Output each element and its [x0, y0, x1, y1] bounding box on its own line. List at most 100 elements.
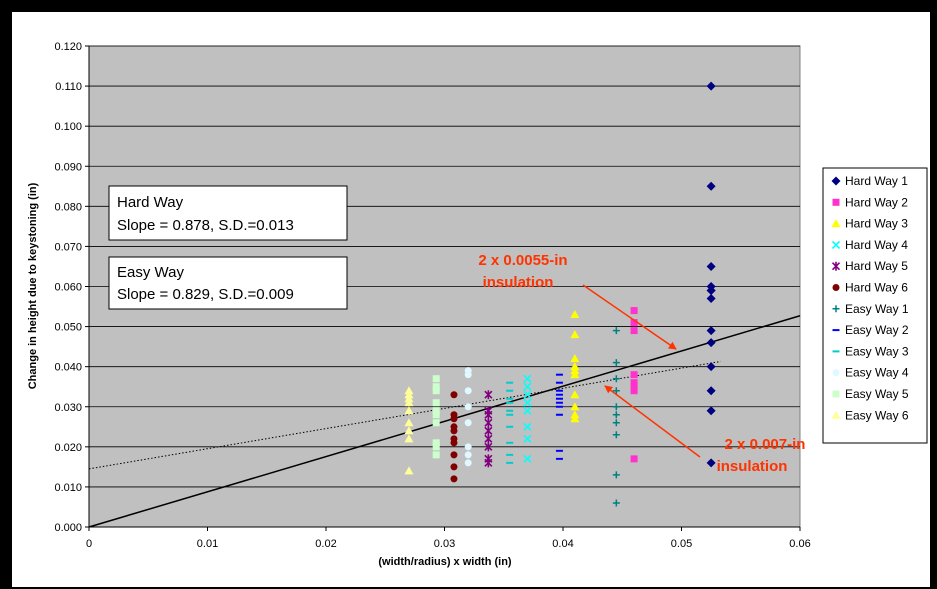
- data-point: [484, 442, 493, 452]
- data-point: [404, 386, 414, 395]
- data-point: [706, 406, 716, 416]
- data-point: [484, 410, 493, 420]
- legend-label: Hard Way 5: [845, 259, 908, 273]
- y-tick-label: 0.060: [54, 282, 82, 294]
- data-point: [464, 371, 472, 379]
- data-point: [432, 375, 440, 383]
- data-point: [432, 383, 440, 391]
- data-point: [612, 471, 620, 479]
- legend-label: Easy Way 2: [845, 323, 909, 337]
- data-point: [612, 499, 620, 507]
- x-tick-label: 0.04: [552, 538, 573, 550]
- data-point: [404, 390, 414, 399]
- arrow-007: [604, 385, 701, 458]
- data-point: [450, 439, 458, 447]
- series-hard-way-1: [706, 81, 716, 468]
- data-point: [484, 390, 493, 400]
- data-point: [450, 475, 458, 483]
- legend-label: Easy Way 5: [845, 387, 909, 401]
- series-easy-way-1: [612, 327, 620, 507]
- data-point: [464, 443, 472, 451]
- y-tick-label: 0.000: [54, 522, 82, 534]
- data-point: [484, 418, 493, 428]
- data-point: [630, 379, 638, 387]
- data-point: [484, 426, 493, 436]
- data-point: [570, 310, 580, 319]
- data-point: [630, 371, 638, 379]
- data-point: [612, 375, 620, 383]
- data-point: [706, 326, 716, 336]
- data-point: [570, 366, 580, 375]
- data-point: [432, 399, 440, 407]
- data-point: [523, 390, 532, 399]
- data-point: [523, 398, 532, 407]
- y-tick-label: 0.030: [54, 402, 82, 414]
- data-point: [432, 387, 440, 395]
- legend-label: Easy Way 3: [845, 344, 909, 358]
- data-point: [630, 319, 638, 327]
- x-tick-label: 0.02: [315, 538, 336, 550]
- x-tick-label: 0.05: [671, 538, 692, 550]
- hard-way-slope: Slope = 0.878, S.D.=0.013: [117, 217, 294, 234]
- data-point: [706, 458, 716, 468]
- legend-marker: [832, 284, 840, 291]
- legend-marker: [832, 198, 840, 206]
- callout-007-line2: insulation: [717, 458, 788, 475]
- data-point: [706, 294, 716, 304]
- data-point: [612, 359, 620, 367]
- data-point: [706, 181, 716, 191]
- y-axis-label: Change in height due to keystoning (in): [27, 182, 39, 389]
- data-point: [450, 391, 458, 399]
- legend-label: Easy Way 6: [845, 408, 909, 422]
- data-point: [484, 434, 493, 444]
- data-point: [404, 426, 414, 435]
- series-easy-way-6: [404, 386, 414, 475]
- legend-marker: [831, 240, 841, 249]
- legend-label: Hard Way 4: [845, 238, 908, 252]
- legend-label: Hard Way 3: [845, 217, 908, 231]
- easy-way-annotation: Easy Way Slope = 0.829, S.D.=0.009: [108, 256, 348, 310]
- callout-007-line1: 2 x 0.007-in: [725, 436, 806, 453]
- data-points: [404, 81, 716, 507]
- data-point: [432, 451, 440, 459]
- legend: Hard Way 1 Hard Way 2 Hard Way 3 Hard Way 4…: [822, 167, 928, 444]
- data-point: [432, 419, 440, 427]
- data-point: [570, 390, 580, 399]
- data-point: [464, 419, 472, 427]
- x-axis-label: (width/radius) x width (in): [378, 556, 512, 568]
- y-tick-label: 0.100: [54, 121, 82, 133]
- data-point: [570, 414, 580, 423]
- legend-marker: [832, 369, 840, 377]
- series-hard-way-5: [484, 390, 493, 468]
- y-tick-label: 0.120: [54, 41, 82, 53]
- x-tick-label: 0: [86, 538, 92, 550]
- data-point: [570, 354, 580, 363]
- callout-0055-line2: insulation: [483, 274, 554, 291]
- data-point: [612, 431, 620, 439]
- data-point: [464, 387, 472, 395]
- y-tick-label: 0.040: [54, 362, 82, 374]
- data-point: [570, 402, 580, 411]
- data-point: [450, 451, 458, 459]
- data-point: [570, 330, 580, 339]
- arrow-0055: [582, 284, 677, 350]
- series-easy-way-3: [506, 381, 514, 464]
- legend-label: Easy Way 1: [845, 302, 909, 316]
- legend-marker: [831, 261, 841, 271]
- data-point: [570, 370, 580, 379]
- data-point: [523, 374, 532, 383]
- data-point: [706, 261, 716, 271]
- y-tick-label: 0.010: [54, 482, 82, 494]
- data-point: [432, 443, 440, 451]
- data-point: [450, 463, 458, 471]
- series-hard-way-2: [630, 307, 638, 463]
- data-point: [523, 422, 532, 431]
- legend-marker: [831, 176, 841, 186]
- data-point: [570, 362, 580, 371]
- series-easy-way-2: [555, 373, 563, 460]
- data-point: [404, 466, 414, 475]
- data-point: [706, 338, 716, 348]
- insulation-007-callout: 2 x 0.007-in insulation: [604, 385, 806, 475]
- data-point: [450, 427, 458, 435]
